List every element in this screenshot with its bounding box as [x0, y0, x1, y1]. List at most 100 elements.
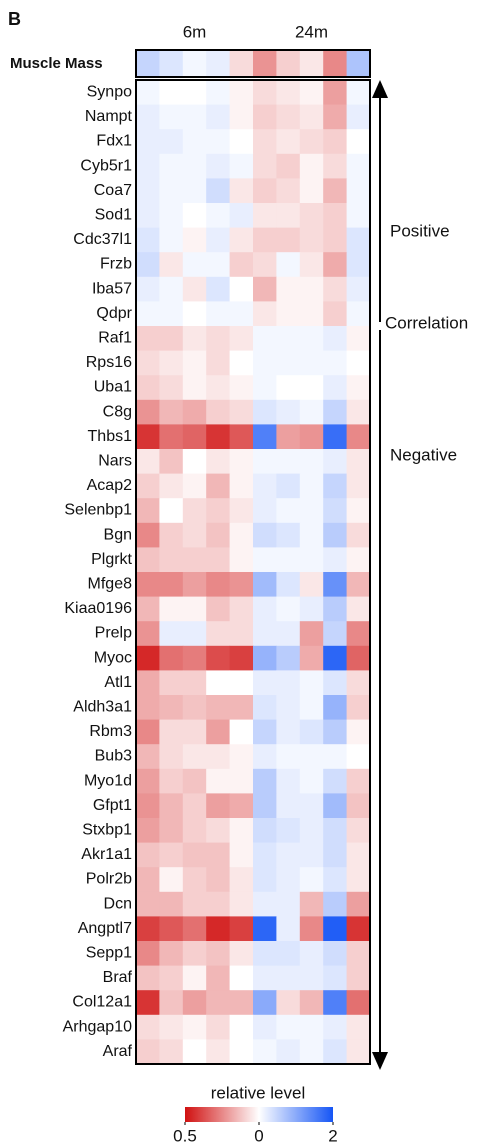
heatmap-cell — [159, 572, 184, 598]
heatmap-cell — [229, 1039, 254, 1065]
heatmap-cell — [276, 744, 301, 770]
heatmap-cell — [323, 547, 348, 573]
heatmap-cell — [206, 744, 231, 770]
heatmap-cell — [159, 744, 184, 770]
heatmap-cell — [276, 1039, 301, 1065]
heatmap-cell — [299, 522, 324, 548]
heatmap-cell — [229, 326, 254, 352]
row-label: Col12a1 — [72, 994, 132, 1011]
header-row-label: Muscle Mass — [10, 55, 103, 72]
heatmap-cell — [253, 178, 277, 204]
heatmap-cell — [136, 965, 160, 991]
heatmap-cell — [276, 916, 301, 942]
heatmap-cell — [229, 50, 254, 77]
heatmap-cell — [229, 842, 254, 868]
heatmap-cell — [299, 990, 324, 1016]
heatmap-cell — [253, 670, 277, 696]
heatmap-cell — [206, 301, 231, 327]
heatmap-cell — [346, 50, 371, 77]
heatmap-cell — [299, 941, 324, 967]
heatmap-cell — [346, 129, 371, 155]
heatmap-cell — [323, 80, 348, 106]
column-group-label: 24m — [295, 22, 328, 41]
heatmap-cell — [276, 596, 301, 622]
heatmap-cell — [299, 375, 324, 401]
row-label: Kiaa0196 — [64, 600, 132, 617]
row-label: Qdpr — [96, 305, 132, 322]
heatmap-cell — [299, 572, 324, 598]
heatmap-cell — [253, 350, 277, 376]
heatmap-cell — [159, 916, 184, 942]
heatmap-cell — [182, 301, 207, 327]
row-label: Rps16 — [86, 354, 132, 371]
heatmap-cell — [299, 252, 324, 278]
heatmap-cell — [159, 80, 184, 106]
heatmap-cell — [159, 227, 184, 253]
heatmap-cell — [276, 498, 301, 524]
heatmap-cell — [159, 375, 184, 401]
heatmap-cell — [323, 252, 348, 278]
heatmap-cell — [136, 867, 160, 893]
heatmap-cell — [346, 498, 371, 524]
colorbar-title: relative level — [211, 1083, 306, 1102]
heatmap-cell — [253, 80, 277, 106]
heatmap-cell — [276, 842, 301, 868]
heatmap-cell — [159, 276, 184, 302]
row-label: Atl1 — [104, 674, 132, 691]
heatmap-cell — [182, 793, 207, 819]
row-label: Rbm3 — [89, 723, 132, 740]
heatmap-cell — [206, 695, 231, 721]
heatmap-cell — [346, 842, 371, 868]
heatmap-cell — [229, 227, 254, 253]
row-label: Myoc — [94, 649, 132, 666]
heatmap-cell — [136, 80, 160, 106]
heatmap-cell — [159, 522, 184, 548]
heatmap-cell — [229, 793, 254, 819]
heatmap-cell — [159, 203, 184, 229]
heatmap-cell — [323, 695, 348, 721]
heatmap-cell — [159, 818, 184, 844]
heatmap-cell — [299, 498, 324, 524]
heatmap-cell — [323, 178, 348, 204]
row-label: Sod1 — [95, 207, 132, 224]
heatmap-cell — [323, 1039, 348, 1065]
heatmap-cell — [206, 818, 231, 844]
heatmap-cell — [182, 153, 207, 179]
heatmap-cell — [206, 80, 231, 106]
heatmap-cell — [299, 867, 324, 893]
heatmap-cell — [276, 276, 301, 302]
heatmap-cell — [229, 645, 254, 671]
heatmap-cell — [136, 252, 160, 278]
heatmap-cell — [182, 596, 207, 622]
heatmap-cell — [276, 375, 301, 401]
row-label: Coa7 — [94, 182, 132, 199]
heatmap-cell — [136, 916, 160, 942]
heatmap-cell — [229, 621, 254, 647]
heatmap-cell — [346, 375, 371, 401]
row-label: Bgn — [104, 526, 132, 543]
heatmap-cell — [159, 424, 184, 450]
heatmap-cell — [206, 1039, 231, 1065]
heatmap-cell — [159, 793, 184, 819]
heatmap-cell — [346, 990, 371, 1016]
heatmap-cell — [299, 50, 324, 77]
heatmap-cell — [182, 424, 207, 450]
heatmap-cell — [323, 965, 348, 991]
row-label: Arhgap10 — [63, 1018, 132, 1035]
heatmap-cell — [206, 941, 231, 967]
row-label: Nampt — [85, 108, 133, 125]
heatmap-cell — [229, 178, 254, 204]
heatmap-cell — [206, 104, 231, 130]
heatmap-cell — [253, 375, 277, 401]
heatmap-cell — [253, 276, 277, 302]
heatmap-cell — [276, 990, 301, 1016]
heatmap-cell — [159, 990, 184, 1016]
heatmap-cell — [229, 965, 254, 991]
heatmap-cell — [346, 744, 371, 770]
heatmap-cell — [346, 178, 371, 204]
heatmap-cell — [159, 498, 184, 524]
heatmap-cell — [229, 941, 254, 967]
row-label: Angptl7 — [78, 920, 132, 937]
heatmap-cell — [346, 818, 371, 844]
heatmap-cell — [253, 621, 277, 647]
